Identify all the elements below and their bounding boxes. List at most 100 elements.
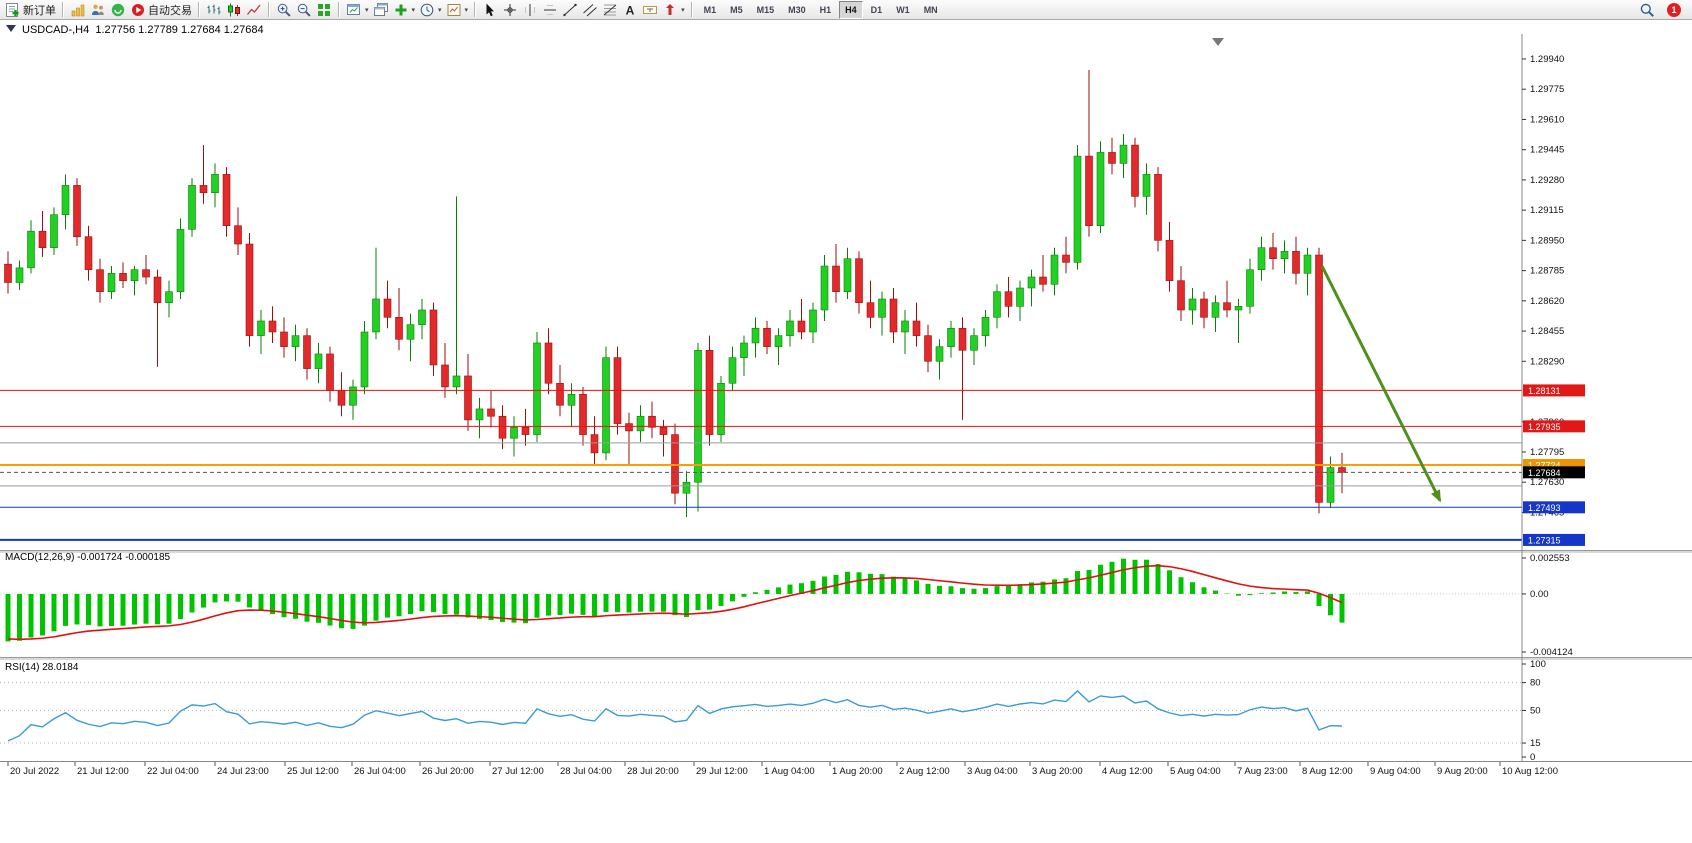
svg-text:9 Aug 04:00: 9 Aug 04:00 bbox=[1370, 766, 1421, 777]
price-badge-1.27493 bbox=[1523, 501, 1585, 514]
svg-text:80: 80 bbox=[1530, 678, 1541, 689]
trendline-tool[interactable] bbox=[560, 1, 580, 19]
price-badges: 1.28131 1.27935 1.27724 1.27493 1.27315 1.276… bbox=[1523, 384, 1585, 546]
toolbar-separator bbox=[62, 2, 64, 17]
horizontal-line-tool[interactable] bbox=[540, 1, 560, 19]
svg-text:1.28950: 1.28950 bbox=[1530, 235, 1564, 246]
svg-text:0.00: 0.00 bbox=[1530, 589, 1549, 600]
svg-text:1.27630: 1.27630 bbox=[1530, 477, 1564, 488]
auto-trading-button[interactable]: 自动交易 bbox=[128, 1, 194, 19]
price-axis[interactable]: 1.29940 1.29775 1.29610 1.29445 1.29280 1.291… bbox=[1521, 34, 1573, 763]
text-label-tool[interactable] bbox=[640, 1, 660, 19]
tf-button-M30[interactable]: M30 bbox=[788, 4, 806, 15]
candlestick-mode-icon bbox=[226, 2, 242, 18]
text-tool[interactable]: A bbox=[620, 1, 640, 19]
add-indicator-button[interactable]: ▾ bbox=[391, 1, 418, 19]
panel-separator[interactable] bbox=[0, 550, 1692, 553]
rsi-panel bbox=[0, 682, 1522, 744]
svg-text:1.29445: 1.29445 bbox=[1530, 145, 1564, 156]
svg-text:26 Jul 20:00: 26 Jul 20:00 bbox=[422, 766, 474, 777]
notification-badge[interactable]: 1 bbox=[1667, 2, 1681, 17]
svg-text:1.29940: 1.29940 bbox=[1530, 54, 1564, 65]
vertical-line-tool[interactable] bbox=[520, 1, 540, 19]
svg-text:10 Aug 12:00: 10 Aug 12:00 bbox=[1502, 766, 1558, 777]
periods-button[interactable]: ▾ bbox=[417, 1, 444, 19]
templates-button[interactable]: ▾ bbox=[444, 1, 471, 19]
zoom-out-button[interactable] bbox=[294, 1, 314, 19]
macd-panel bbox=[0, 558, 1522, 642]
candlestick-mode-button[interactable] bbox=[224, 1, 244, 19]
tf-button-MN[interactable]: MN bbox=[923, 4, 938, 15]
svg-text:0: 0 bbox=[1530, 752, 1535, 763]
tf-button-H1[interactable]: H1 bbox=[819, 4, 832, 15]
chevron-down-icon[interactable]: ▾ bbox=[464, 6, 469, 14]
zoom-in-button[interactable] bbox=[274, 1, 294, 19]
arrows-tool[interactable]: ▾ bbox=[660, 1, 687, 19]
svg-text:15: 15 bbox=[1530, 738, 1541, 749]
time-axis[interactable]: 20 Jul 2022 21 Jul 12:00 22 Jul 04:00 24 Ju… bbox=[7, 762, 1558, 777]
price-badge-1.27315 bbox=[1523, 533, 1585, 546]
auto-arrange-button[interactable] bbox=[314, 1, 334, 19]
text-icon: A bbox=[622, 2, 638, 18]
crosshair-tool[interactable] bbox=[500, 1, 520, 19]
panel-separator[interactable] bbox=[0, 657, 1692, 660]
fibonacci-tool[interactable] bbox=[600, 1, 620, 19]
crosshair-icon bbox=[502, 2, 518, 18]
chevron-down-icon[interactable]: ▾ bbox=[411, 6, 416, 14]
new-order-icon bbox=[5, 2, 21, 18]
add-indicator-icon bbox=[393, 2, 409, 18]
new-order-button[interactable]: 新订单 bbox=[3, 1, 58, 19]
chart-shift-marker[interactable] bbox=[1212, 38, 1224, 46]
chevron-down-icon[interactable]: ▾ bbox=[681, 6, 685, 14]
community-button[interactable] bbox=[108, 1, 128, 19]
charts-button[interactable] bbox=[68, 1, 88, 19]
chevron-down-icon[interactable]: ▾ bbox=[365, 6, 369, 14]
tf-button-M15[interactable]: M15 bbox=[756, 4, 775, 15]
profiles-button[interactable] bbox=[88, 1, 108, 19]
fibonacci-icon bbox=[602, 2, 618, 18]
arrows-icon bbox=[662, 2, 678, 18]
tf-button-D1[interactable]: D1 bbox=[870, 4, 883, 15]
trend-arrow[interactable] bbox=[1320, 265, 1442, 503]
tf-button-M1[interactable]: M1 bbox=[703, 4, 717, 15]
search-icon bbox=[1639, 2, 1655, 18]
chart-canvas[interactable]: 1.29940 1.29775 1.29610 1.29445 1.29280 1.291… bbox=[0, 20, 1692, 843]
rsi-indicator-label: RSI(14) 28.0184 bbox=[5, 662, 79, 673]
tf-button-M5[interactable]: M5 bbox=[730, 4, 743, 15]
bar-chart-mode-button[interactable] bbox=[204, 1, 224, 19]
line-chart-mode-button[interactable] bbox=[244, 1, 264, 19]
one-click-trading-toggle[interactable] bbox=[6, 25, 16, 32]
search-button[interactable] bbox=[1637, 1, 1657, 19]
community-icon bbox=[110, 2, 126, 18]
vertical-line-icon bbox=[522, 2, 538, 18]
new-chart-button[interactable]: ▾ bbox=[344, 1, 371, 19]
svg-text:1.28290: 1.28290 bbox=[1530, 356, 1564, 367]
svg-text:25 Jul 12:00: 25 Jul 12:00 bbox=[287, 766, 339, 777]
tf-button-W1[interactable]: W1 bbox=[896, 4, 910, 15]
svg-text:1 Aug 20:00: 1 Aug 20:00 bbox=[832, 766, 883, 777]
svg-text:22 Jul 04:00: 22 Jul 04:00 bbox=[147, 766, 199, 777]
svg-text:28 Jul 04:00: 28 Jul 04:00 bbox=[560, 766, 612, 777]
toolbar-separator bbox=[338, 2, 340, 17]
tf-button-H4[interactable]: H4 bbox=[839, 0, 863, 19]
profiles-icon bbox=[90, 2, 106, 18]
macd-signal-line bbox=[7, 564, 1343, 641]
svg-text:50: 50 bbox=[1530, 706, 1541, 717]
svg-text:1.29775: 1.29775 bbox=[1530, 84, 1564, 95]
svg-text:100: 100 bbox=[1530, 659, 1546, 670]
horizontal-lines bbox=[0, 389, 1522, 541]
bar-chart-mode-icon bbox=[206, 2, 222, 18]
line-chart-mode-icon bbox=[246, 2, 262, 18]
auto-trading-button-label: 自动交易 bbox=[148, 4, 192, 17]
chevron-down-icon[interactable]: ▾ bbox=[438, 6, 442, 14]
toolbar-separator bbox=[690, 2, 693, 17]
svg-text:26 Jul 04:00: 26 Jul 04:00 bbox=[354, 766, 406, 777]
zoom-out-icon bbox=[296, 2, 312, 18]
svg-text:1.27684: 1.27684 bbox=[1528, 468, 1561, 478]
window-cascade-button[interactable] bbox=[371, 1, 391, 19]
svg-text:8 Aug 12:00: 8 Aug 12:00 bbox=[1302, 766, 1353, 777]
svg-text:1.29610: 1.29610 bbox=[1530, 114, 1564, 125]
cursor-tool[interactable] bbox=[480, 1, 500, 19]
channel-tool[interactable] bbox=[580, 1, 600, 19]
svg-text:1.27315: 1.27315 bbox=[1528, 535, 1561, 545]
